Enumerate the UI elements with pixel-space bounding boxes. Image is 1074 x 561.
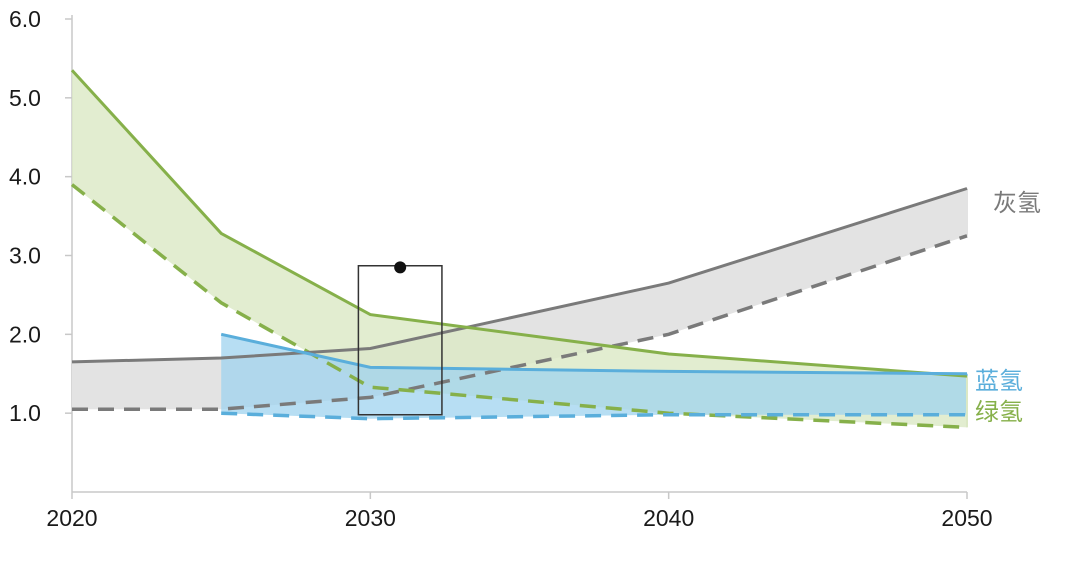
band-2 [72, 70, 967, 428]
series-upper-line-0 [71, 187, 968, 364]
series-upper-line-2 [70, 69, 968, 378]
y-tick-label: 2.0 [9, 321, 41, 347]
series-label-1: 蓝氢 [975, 367, 1023, 395]
band-1 [221, 334, 967, 419]
x-tick-label: 2030 [345, 505, 396, 531]
series-upper-line-1 [220, 332, 968, 376]
x-tick-label: 2040 [643, 505, 694, 531]
y-tick-label: 3.0 [9, 243, 41, 269]
x-tick-label: 2020 [46, 505, 97, 531]
series-lower-line-1 [221, 411, 967, 421]
series-label-2: 绿氢 [975, 398, 1023, 426]
y-tick-label: 6.0 [9, 6, 41, 32]
x-tick-label: 2050 [941, 505, 992, 531]
series-lower-line-0 [72, 234, 968, 411]
y-tick-label: 1.0 [9, 400, 41, 426]
series-lower-line-2 [70, 183, 968, 430]
y-tick-label: 5.0 [9, 85, 41, 111]
series-label-0: 灰氢 [993, 189, 1041, 217]
annotation-point [394, 261, 407, 274]
y-tick-label: 4.0 [9, 164, 41, 190]
